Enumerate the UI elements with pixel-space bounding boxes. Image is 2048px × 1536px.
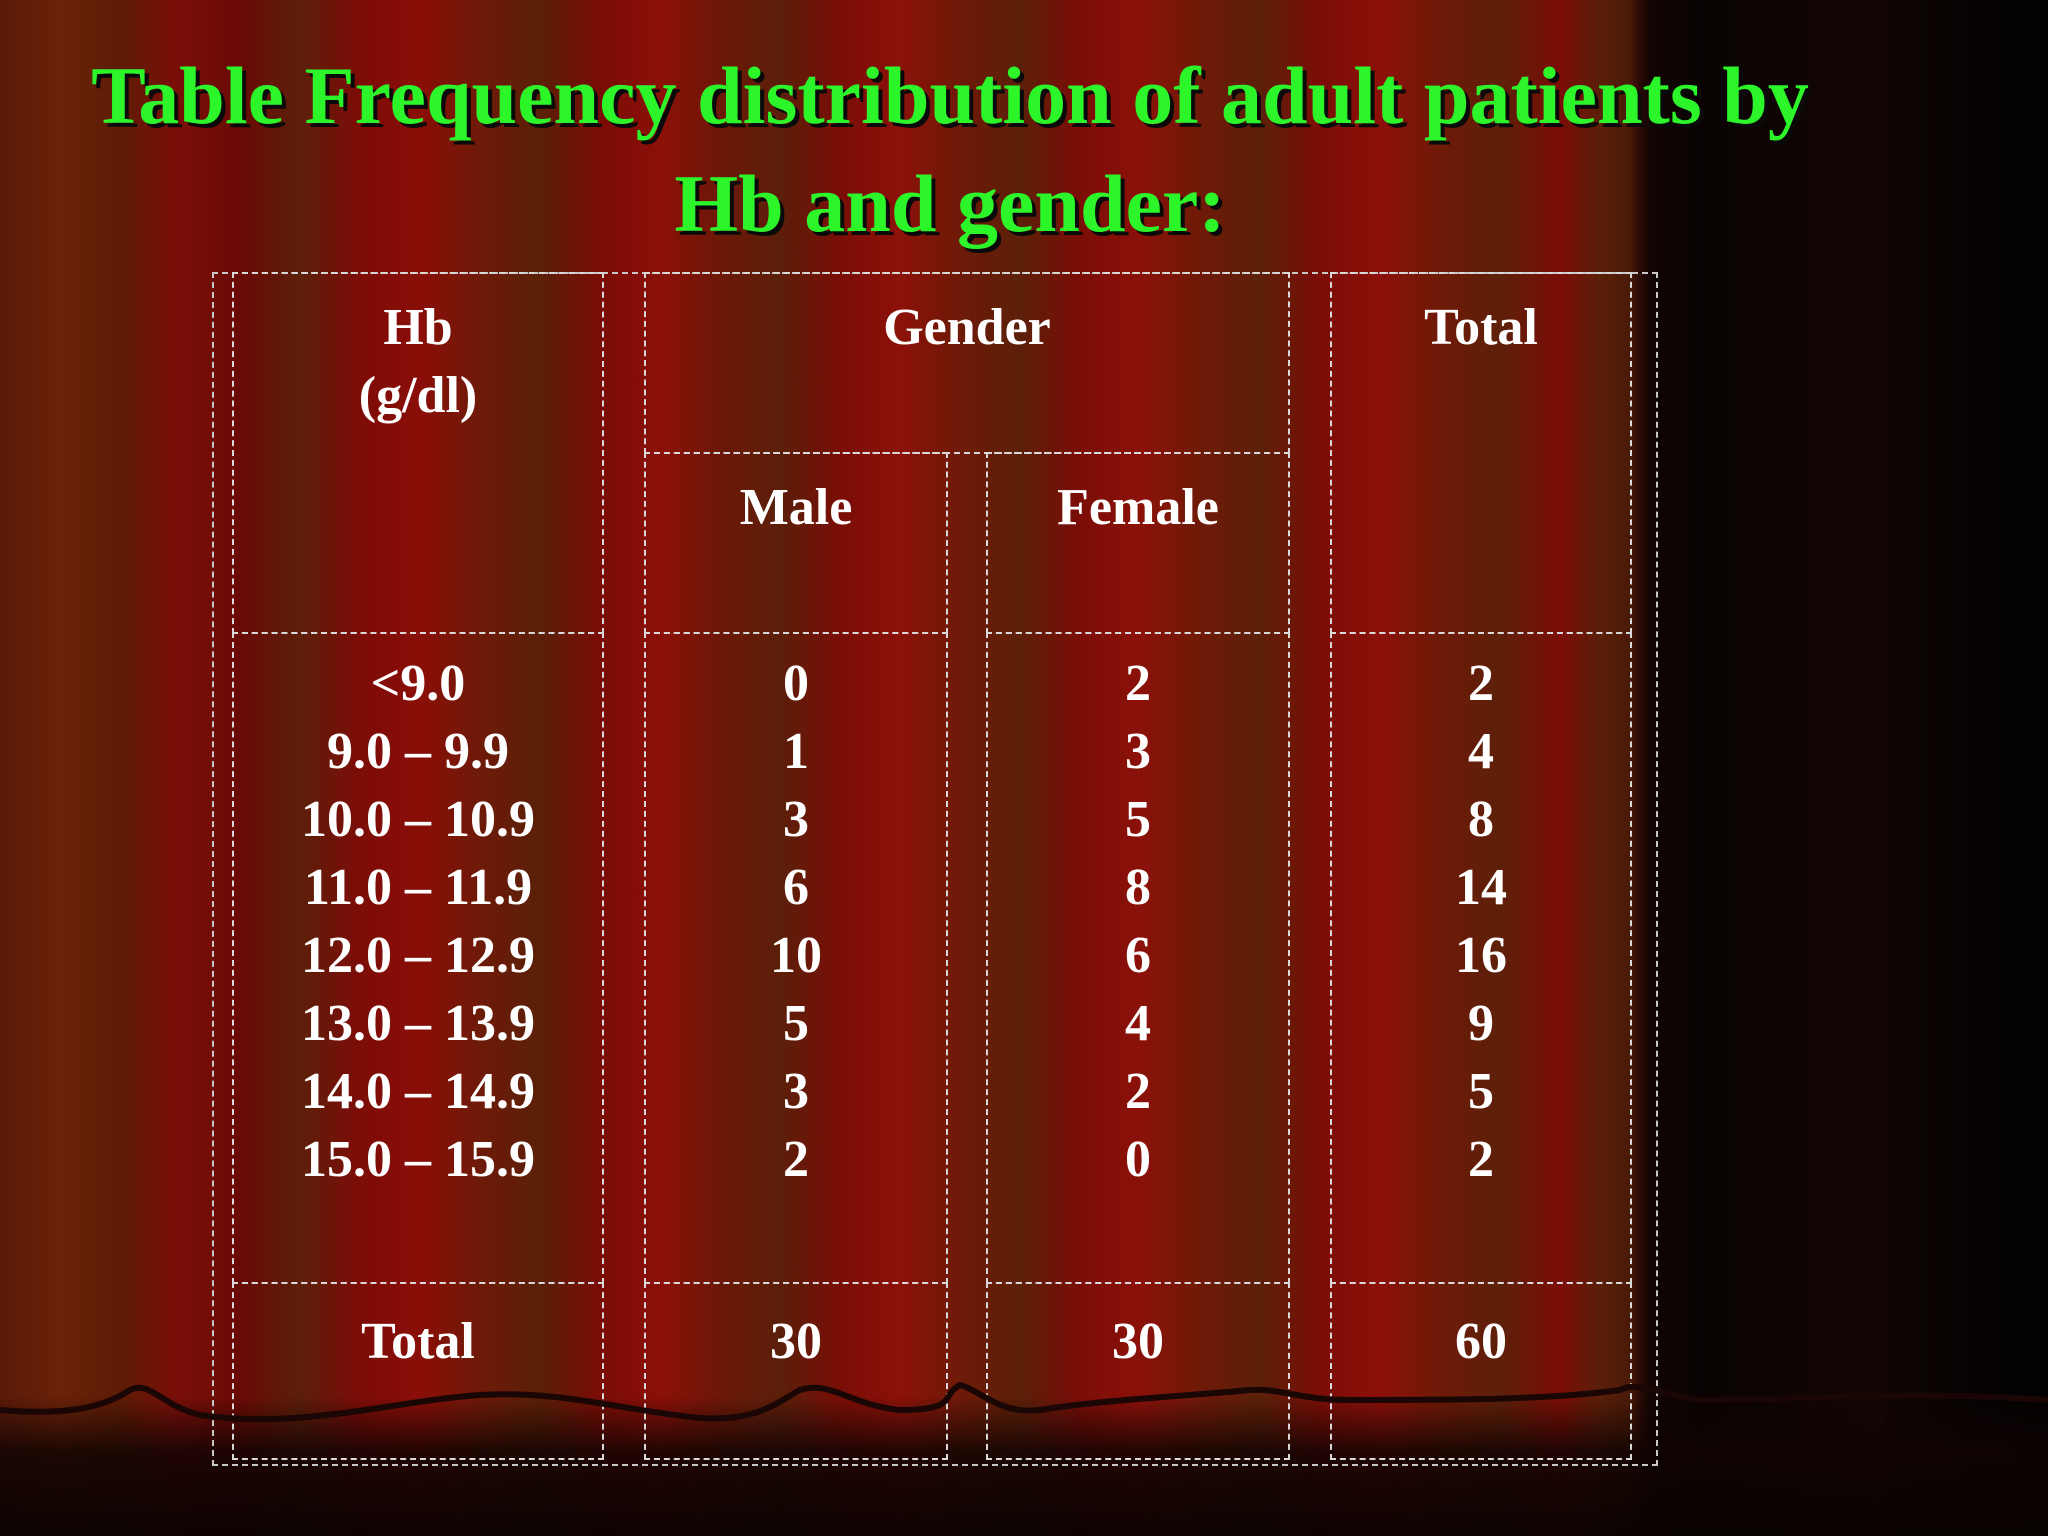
curtain-hem xyxy=(0,1381,2048,1423)
row-male: 6 xyxy=(783,859,809,916)
header-hb: Hb xyxy=(383,299,453,356)
header-female-cell: Female xyxy=(986,452,1290,634)
row-male: 3 xyxy=(783,791,809,848)
header-total: Total xyxy=(1424,299,1538,356)
row-hb: 9.0 – 9.9 xyxy=(327,723,509,780)
row-hb: 10.0 – 10.9 xyxy=(301,791,535,848)
row-male: 2 xyxy=(783,1131,809,1188)
row-female: 0 xyxy=(1125,1131,1151,1188)
footer-female: 30 xyxy=(1112,1313,1164,1370)
row-female: 2 xyxy=(1125,1063,1151,1120)
footer-total-cell: 60 xyxy=(1330,1282,1632,1460)
row-total: 4 xyxy=(1468,723,1494,780)
footer-female-cell: 30 xyxy=(986,1282,1290,1460)
row-female: 4 xyxy=(1125,995,1151,1052)
row-hb: <9.0 xyxy=(370,655,466,712)
title-line-2: Hb and gender: xyxy=(674,158,1226,249)
title-line-1: Table Frequency distribution of adult pa… xyxy=(91,50,1809,141)
header-female: Female xyxy=(1057,479,1219,536)
body-male-cell: 0 1 3 6 10 5 3 2 xyxy=(644,632,948,1284)
row-total: 9 xyxy=(1468,995,1494,1052)
row-female: 2 xyxy=(1125,655,1151,712)
header-gender-cell: Gender xyxy=(644,272,1290,454)
row-male: 3 xyxy=(783,1063,809,1120)
row-male: 1 xyxy=(783,723,809,780)
row-male: 5 xyxy=(783,995,809,1052)
row-male: 10 xyxy=(770,927,822,984)
row-total: 8 xyxy=(1468,791,1494,848)
footer-label: Total xyxy=(361,1313,475,1370)
row-total: 14 xyxy=(1455,859,1507,916)
row-total: 2 xyxy=(1468,655,1494,712)
row-hb: 12.0 – 12.9 xyxy=(301,927,535,984)
body-total-cell: 2 4 8 14 16 9 5 2 xyxy=(1330,632,1632,1284)
row-hb: 11.0 – 11.9 xyxy=(303,859,533,916)
footer-male: 30 xyxy=(770,1313,822,1370)
row-total: 2 xyxy=(1468,1131,1494,1188)
row-female: 3 xyxy=(1125,723,1151,780)
row-total: 16 xyxy=(1455,927,1507,984)
curtain-shadow xyxy=(0,1396,2048,1536)
row-female: 5 xyxy=(1125,791,1151,848)
row-hb: 13.0 – 13.9 xyxy=(301,995,535,1052)
row-male: 0 xyxy=(783,655,809,712)
row-total: 5 xyxy=(1468,1063,1494,1120)
slide-title: Table Frequency distribution of adult pa… xyxy=(0,42,1900,258)
header-hb-unit: (g/dl) xyxy=(358,367,478,424)
row-female: 6 xyxy=(1125,927,1151,984)
header-hb-cell: Hb (g/dl) xyxy=(232,272,604,634)
footer-total: 60 xyxy=(1455,1313,1507,1370)
header-total-cell: Total xyxy=(1330,272,1632,634)
footer-hb-cell: Total xyxy=(232,1282,604,1460)
header-male-cell: Male xyxy=(644,452,948,634)
body-hb-cell: <9.0 9.0 – 9.9 10.0 – 10.9 11.0 – 11.9 1… xyxy=(232,632,604,1284)
header-gender: Gender xyxy=(883,299,1051,356)
header-male: Male xyxy=(739,479,853,536)
row-hb: 15.0 – 15.9 xyxy=(301,1131,535,1188)
body-female-cell: 2 3 5 8 6 4 2 0 xyxy=(986,632,1290,1284)
row-female: 8 xyxy=(1125,859,1151,916)
footer-male-cell: 30 xyxy=(644,1282,948,1460)
row-hb: 14.0 – 14.9 xyxy=(301,1063,535,1120)
